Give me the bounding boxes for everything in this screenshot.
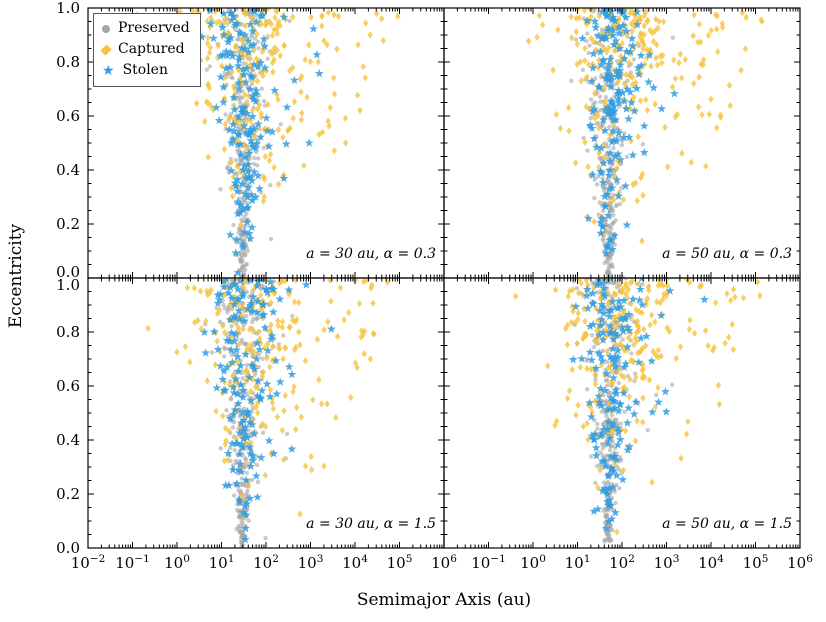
svg-text:0.8: 0.8 — [56, 323, 80, 341]
panel-annotation-a30-alpha03: a = 30 au, α = 0.3 — [306, 246, 436, 262]
legend-item-captured: Captured — [100, 39, 190, 60]
preserved-circle-icon — [102, 24, 110, 33]
stolen-star-icon: ★ — [102, 62, 115, 79]
svg-text:1.0: 1.0 — [56, 0, 80, 17]
svg-text:105: 105 — [387, 553, 413, 572]
svg-text:0.4: 0.4 — [56, 161, 80, 179]
svg-text:103: 103 — [298, 553, 324, 572]
svg-text:0.2: 0.2 — [56, 215, 80, 233]
svg-text:102: 102 — [609, 553, 635, 572]
svg-text:10−1: 10−1 — [115, 553, 150, 572]
legend-item-stolen: ★ Stolen — [102, 60, 190, 81]
svg-text:101: 101 — [209, 553, 235, 572]
svg-text:103: 103 — [654, 553, 680, 572]
panel-annotation-a50-alpha03: a = 50 au, α = 0.3 — [662, 246, 792, 262]
x-axis-label: Semimajor Axis (au) — [356, 590, 532, 610]
svg-text:10−1: 10−1 — [471, 553, 506, 572]
svg-text:0.2: 0.2 — [56, 485, 80, 503]
legend: Preserved Captured ★ Stolen — [93, 13, 201, 87]
svg-text:106: 106 — [787, 553, 813, 572]
svg-text:1.0: 1.0 — [56, 276, 80, 294]
svg-text:106: 106 — [431, 553, 457, 572]
svg-text:0.6: 0.6 — [56, 377, 80, 395]
svg-text:105: 105 — [743, 553, 769, 572]
legend-label-stolen: Stolen — [122, 62, 168, 78]
panel-annotation-a30-alpha15: a = 30 au, α = 1.5 — [306, 516, 436, 532]
svg-text:102: 102 — [253, 553, 279, 572]
svg-text:0.6: 0.6 — [56, 107, 80, 125]
svg-text:100: 100 — [520, 553, 546, 572]
legend-item-preserved: Preserved — [102, 18, 190, 39]
panel-annotation-a50-alpha15: a = 50 au, α = 1.5 — [662, 516, 792, 532]
svg-text:101: 101 — [565, 553, 591, 572]
svg-text:104: 104 — [342, 553, 368, 572]
svg-text:0.4: 0.4 — [56, 431, 80, 449]
svg-text:0.8: 0.8 — [56, 53, 80, 71]
svg-text:104: 104 — [698, 553, 724, 572]
y-axis-label: Eccentricity — [6, 223, 26, 329]
legend-label-preserved: Preserved — [118, 20, 190, 36]
captured-diamond-icon — [100, 43, 112, 56]
legend-label-captured: Captured — [118, 41, 185, 57]
svg-text:0.0: 0.0 — [56, 263, 80, 281]
svg-text:0.0: 0.0 — [56, 539, 80, 557]
svg-text:100: 100 — [164, 553, 190, 572]
